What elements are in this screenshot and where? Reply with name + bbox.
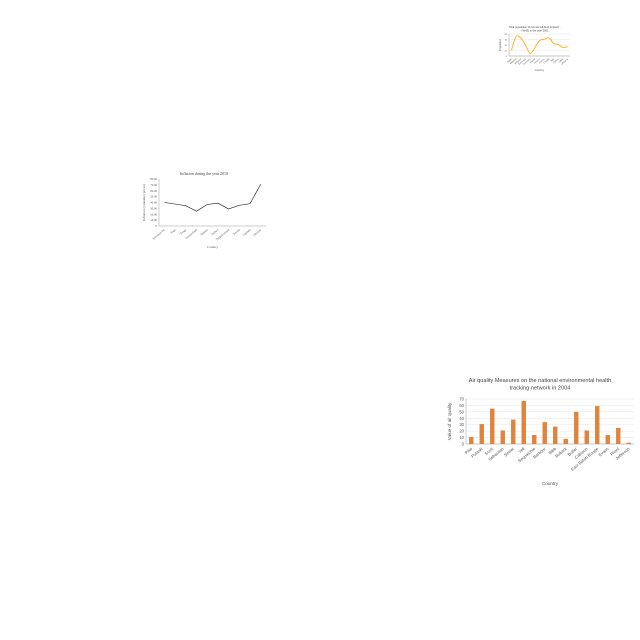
- x-axis-label: Country: [535, 68, 545, 72]
- x-tick-label: Butler: [567, 446, 579, 457]
- bar: [500, 430, 505, 444]
- chart-bottom: Air quality Measures on the national env…: [443, 372, 640, 490]
- y-axis-label: Value of air quality: [447, 402, 452, 440]
- x-tick-label: France: [538, 57, 546, 64]
- y-tick-label: 30: [459, 422, 464, 427]
- y-axis-label: Inflation (consumer prices): [142, 184, 146, 221]
- chart-middle-svg: Inflation during the year 2019 0 10.00 20.0…: [142, 171, 266, 249]
- y-tick-label: 40: [505, 45, 508, 47]
- series-line: [510, 35, 568, 55]
- y-tick-label: 40.00: [150, 201, 157, 205]
- x-tick-label: Tuvalu: [232, 227, 241, 236]
- x-tick-label: Pike: [464, 446, 474, 455]
- x-tick-label: Tonga: [179, 227, 188, 235]
- series-line: [164, 184, 261, 212]
- bar: [584, 430, 589, 444]
- x-tick-label: Evans: [598, 446, 610, 457]
- x-tick-label: Ukraine: [252, 227, 262, 237]
- y-tick-label: 20: [459, 429, 464, 434]
- bar: [479, 424, 484, 444]
- chart-title: Total population 16 hrs tax left AHA (or…: [509, 25, 562, 29]
- bar: [511, 419, 516, 444]
- x-tick-label: Croatia: [543, 57, 551, 64]
- chart-title: Air quality Measures on the national env…: [469, 378, 611, 384]
- x-axis-label: Country: [542, 481, 559, 486]
- chart-top-right-svg: Total population 16 hrs tax left AHA (or…: [498, 25, 570, 72]
- y-tick-label: 70: [459, 396, 464, 401]
- y-tick-label: 50.00: [150, 195, 157, 199]
- chart-top-right: Total population 16 hrs tax left AHA (or…: [497, 24, 573, 74]
- x-tick-label: Tunisia: [199, 227, 209, 236]
- x-tick-label: Bibb: [548, 446, 558, 456]
- y-tick-label: 0: [462, 441, 465, 446]
- y-tick-label: 10: [459, 435, 464, 440]
- bar: [490, 408, 495, 444]
- bar: [616, 427, 621, 444]
- x-tick-label: Italy: [550, 57, 556, 62]
- y-axis-label: Population: [498, 38, 502, 51]
- y-tick-label: 80: [505, 34, 508, 36]
- y-tick-label: 10.00: [150, 218, 157, 222]
- chart-subtitle: (%HS) in the year 2001: [522, 29, 550, 33]
- bar: [595, 406, 600, 444]
- y-tick-label: 0: [506, 56, 508, 58]
- bar: [626, 442, 631, 444]
- y-tick-label: 70.00: [150, 183, 157, 187]
- x-tick-label: Bullock: [554, 446, 568, 459]
- x-tick-label: Turkey: [210, 227, 220, 236]
- x-tick-label: Yell: [517, 446, 525, 454]
- x-tick-label: Lithuania: [560, 57, 569, 66]
- chart-title: Inflation during the year 2019: [180, 171, 228, 176]
- chart-title-line-2: tracking network in 2004: [510, 386, 571, 392]
- bar: [469, 436, 474, 444]
- y-tick-label: 40: [459, 416, 464, 421]
- x-axis-label: Country: [207, 245, 218, 249]
- x-tick-label: Ireland: [529, 57, 537, 64]
- x-tick-label: Solomon Isl.: [152, 228, 167, 241]
- chart-middle: Inflation during the year 2019 0 10.00 20.0…: [140, 168, 272, 252]
- x-tick-label: Cyprus: [552, 57, 560, 64]
- y-tick-label: 60: [505, 39, 508, 41]
- x-tick-label: Switzerland: [184, 227, 198, 240]
- bar: [605, 435, 610, 444]
- y-tick-label: 30.00: [150, 206, 157, 210]
- y-tick-label: 20.00: [150, 212, 157, 216]
- y-tick-label: 60.00: [150, 189, 157, 193]
- x-tick-label: Sevier: [503, 446, 516, 458]
- bar: [521, 400, 526, 444]
- x-tick-label: Latvia: [558, 57, 565, 64]
- x-tick-label: Germany: [523, 57, 533, 66]
- x-tick-label: Togo: [169, 227, 177, 234]
- y-tick-label: 0: [156, 224, 158, 228]
- bar: [563, 438, 568, 444]
- x-tick-label: Spain: [507, 58, 513, 64]
- y-tick-label: 60: [459, 403, 464, 408]
- x-tick-label: Scott: [484, 446, 495, 457]
- x-tick-label: Denmark: [518, 57, 527, 66]
- y-tick-label: 50: [459, 409, 464, 414]
- x-tick-label: Belgium: [510, 58, 517, 65]
- bar: [574, 411, 579, 444]
- bar: [553, 426, 558, 444]
- x-tick-label: Uganda: [242, 227, 252, 236]
- chart-bottom-svg: Air quality Measures on the national env…: [447, 378, 634, 486]
- y-tick-label: 20: [505, 50, 508, 52]
- x-tick-label: Bulgaria: [514, 57, 523, 65]
- x-tick-label: Greece: [533, 57, 541, 64]
- x-tick-label: Floyd: [609, 446, 621, 457]
- x-tick-label: Pulaski: [470, 446, 484, 459]
- y-tick-label: 80.00: [150, 177, 157, 181]
- bar: [532, 435, 537, 444]
- bar: [542, 422, 547, 444]
